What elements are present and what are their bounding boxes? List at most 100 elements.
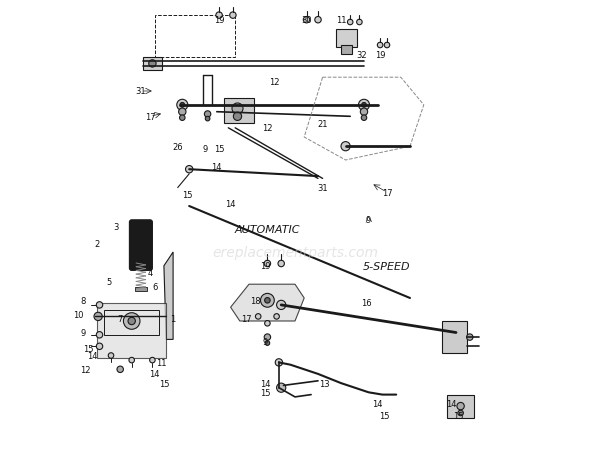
Circle shape: [265, 298, 270, 303]
Circle shape: [361, 116, 367, 121]
Text: 14: 14: [372, 399, 383, 409]
Text: 3: 3: [113, 223, 118, 232]
Text: 15: 15: [83, 344, 93, 353]
Text: AUTOMATIC: AUTOMATIC: [235, 224, 300, 235]
Text: 12: 12: [269, 78, 280, 87]
Text: 17: 17: [145, 112, 155, 122]
Text: 15: 15: [260, 388, 270, 397]
Text: 14: 14: [446, 399, 457, 409]
Circle shape: [96, 332, 103, 338]
Bar: [135, 287, 147, 291]
Circle shape: [230, 13, 236, 19]
Text: 9: 9: [263, 337, 268, 347]
Text: 9: 9: [81, 328, 86, 337]
Bar: [341, 46, 352, 55]
Circle shape: [378, 43, 383, 49]
Circle shape: [265, 341, 270, 346]
Text: 12: 12: [80, 365, 91, 374]
Circle shape: [179, 109, 186, 116]
Text: 14: 14: [225, 200, 236, 209]
Text: 7: 7: [117, 314, 123, 324]
Circle shape: [356, 20, 362, 26]
Circle shape: [216, 13, 222, 19]
Circle shape: [359, 100, 369, 111]
Text: 5: 5: [106, 278, 112, 287]
Text: 11: 11: [336, 16, 346, 25]
Text: 15: 15: [182, 190, 192, 200]
Text: 14: 14: [87, 351, 98, 360]
Text: 12: 12: [262, 124, 273, 133]
Circle shape: [261, 294, 274, 308]
Circle shape: [205, 117, 210, 122]
Circle shape: [277, 383, 286, 392]
Circle shape: [204, 112, 211, 118]
Text: 15: 15: [379, 411, 390, 420]
Circle shape: [275, 359, 283, 366]
Circle shape: [180, 103, 185, 108]
Circle shape: [360, 109, 368, 116]
Circle shape: [467, 334, 473, 341]
Circle shape: [384, 43, 390, 49]
Bar: [155, 16, 235, 57]
Circle shape: [150, 358, 155, 363]
Text: 14: 14: [260, 379, 270, 388]
Text: 32: 32: [356, 50, 367, 60]
Circle shape: [108, 353, 114, 358]
Circle shape: [232, 104, 243, 115]
Text: ereplacementparts.com: ereplacementparts.com: [212, 246, 378, 259]
Text: 15: 15: [159, 379, 169, 388]
Circle shape: [128, 318, 135, 325]
Circle shape: [315, 17, 321, 24]
Bar: [224, 99, 254, 124]
Circle shape: [274, 314, 279, 319]
Circle shape: [185, 166, 193, 174]
Circle shape: [234, 113, 242, 121]
Text: 16: 16: [361, 298, 372, 308]
Bar: [447, 395, 474, 418]
Circle shape: [278, 261, 284, 267]
Circle shape: [362, 103, 366, 108]
FancyBboxPatch shape: [129, 220, 152, 271]
Text: 8: 8: [81, 296, 86, 305]
Polygon shape: [97, 303, 166, 358]
Circle shape: [96, 302, 103, 308]
Text: 31: 31: [136, 87, 146, 96]
Circle shape: [149, 61, 156, 68]
Text: 17: 17: [382, 188, 392, 197]
Text: 10: 10: [73, 310, 83, 319]
Text: 14: 14: [149, 369, 160, 379]
Text: 9: 9: [203, 145, 208, 154]
Text: 11: 11: [156, 358, 167, 367]
Text: 18: 18: [251, 296, 261, 305]
Circle shape: [255, 314, 261, 319]
Circle shape: [277, 301, 286, 310]
Text: 31: 31: [317, 184, 328, 193]
Text: 19: 19: [260, 262, 270, 271]
Circle shape: [341, 142, 350, 151]
Circle shape: [264, 261, 271, 267]
Circle shape: [265, 321, 270, 326]
Circle shape: [458, 410, 463, 416]
Circle shape: [177, 100, 188, 111]
Text: 15: 15: [214, 145, 224, 154]
Bar: [143, 57, 162, 71]
Circle shape: [129, 358, 135, 363]
Text: 19: 19: [375, 50, 385, 60]
Bar: [336, 30, 357, 48]
Text: 6: 6: [152, 282, 158, 291]
Text: 4: 4: [148, 269, 153, 278]
Circle shape: [348, 20, 353, 26]
Circle shape: [117, 366, 123, 373]
Text: 19: 19: [214, 16, 224, 25]
Text: 17: 17: [241, 314, 252, 324]
Text: 1: 1: [171, 314, 176, 324]
Text: 2: 2: [94, 240, 100, 249]
Circle shape: [179, 116, 185, 121]
Polygon shape: [164, 252, 173, 340]
Text: 9: 9: [366, 216, 371, 225]
Text: 14: 14: [212, 163, 222, 172]
Circle shape: [457, 403, 464, 410]
Bar: [104, 310, 159, 335]
Text: 21: 21: [317, 119, 328, 129]
Text: 15: 15: [453, 411, 464, 420]
